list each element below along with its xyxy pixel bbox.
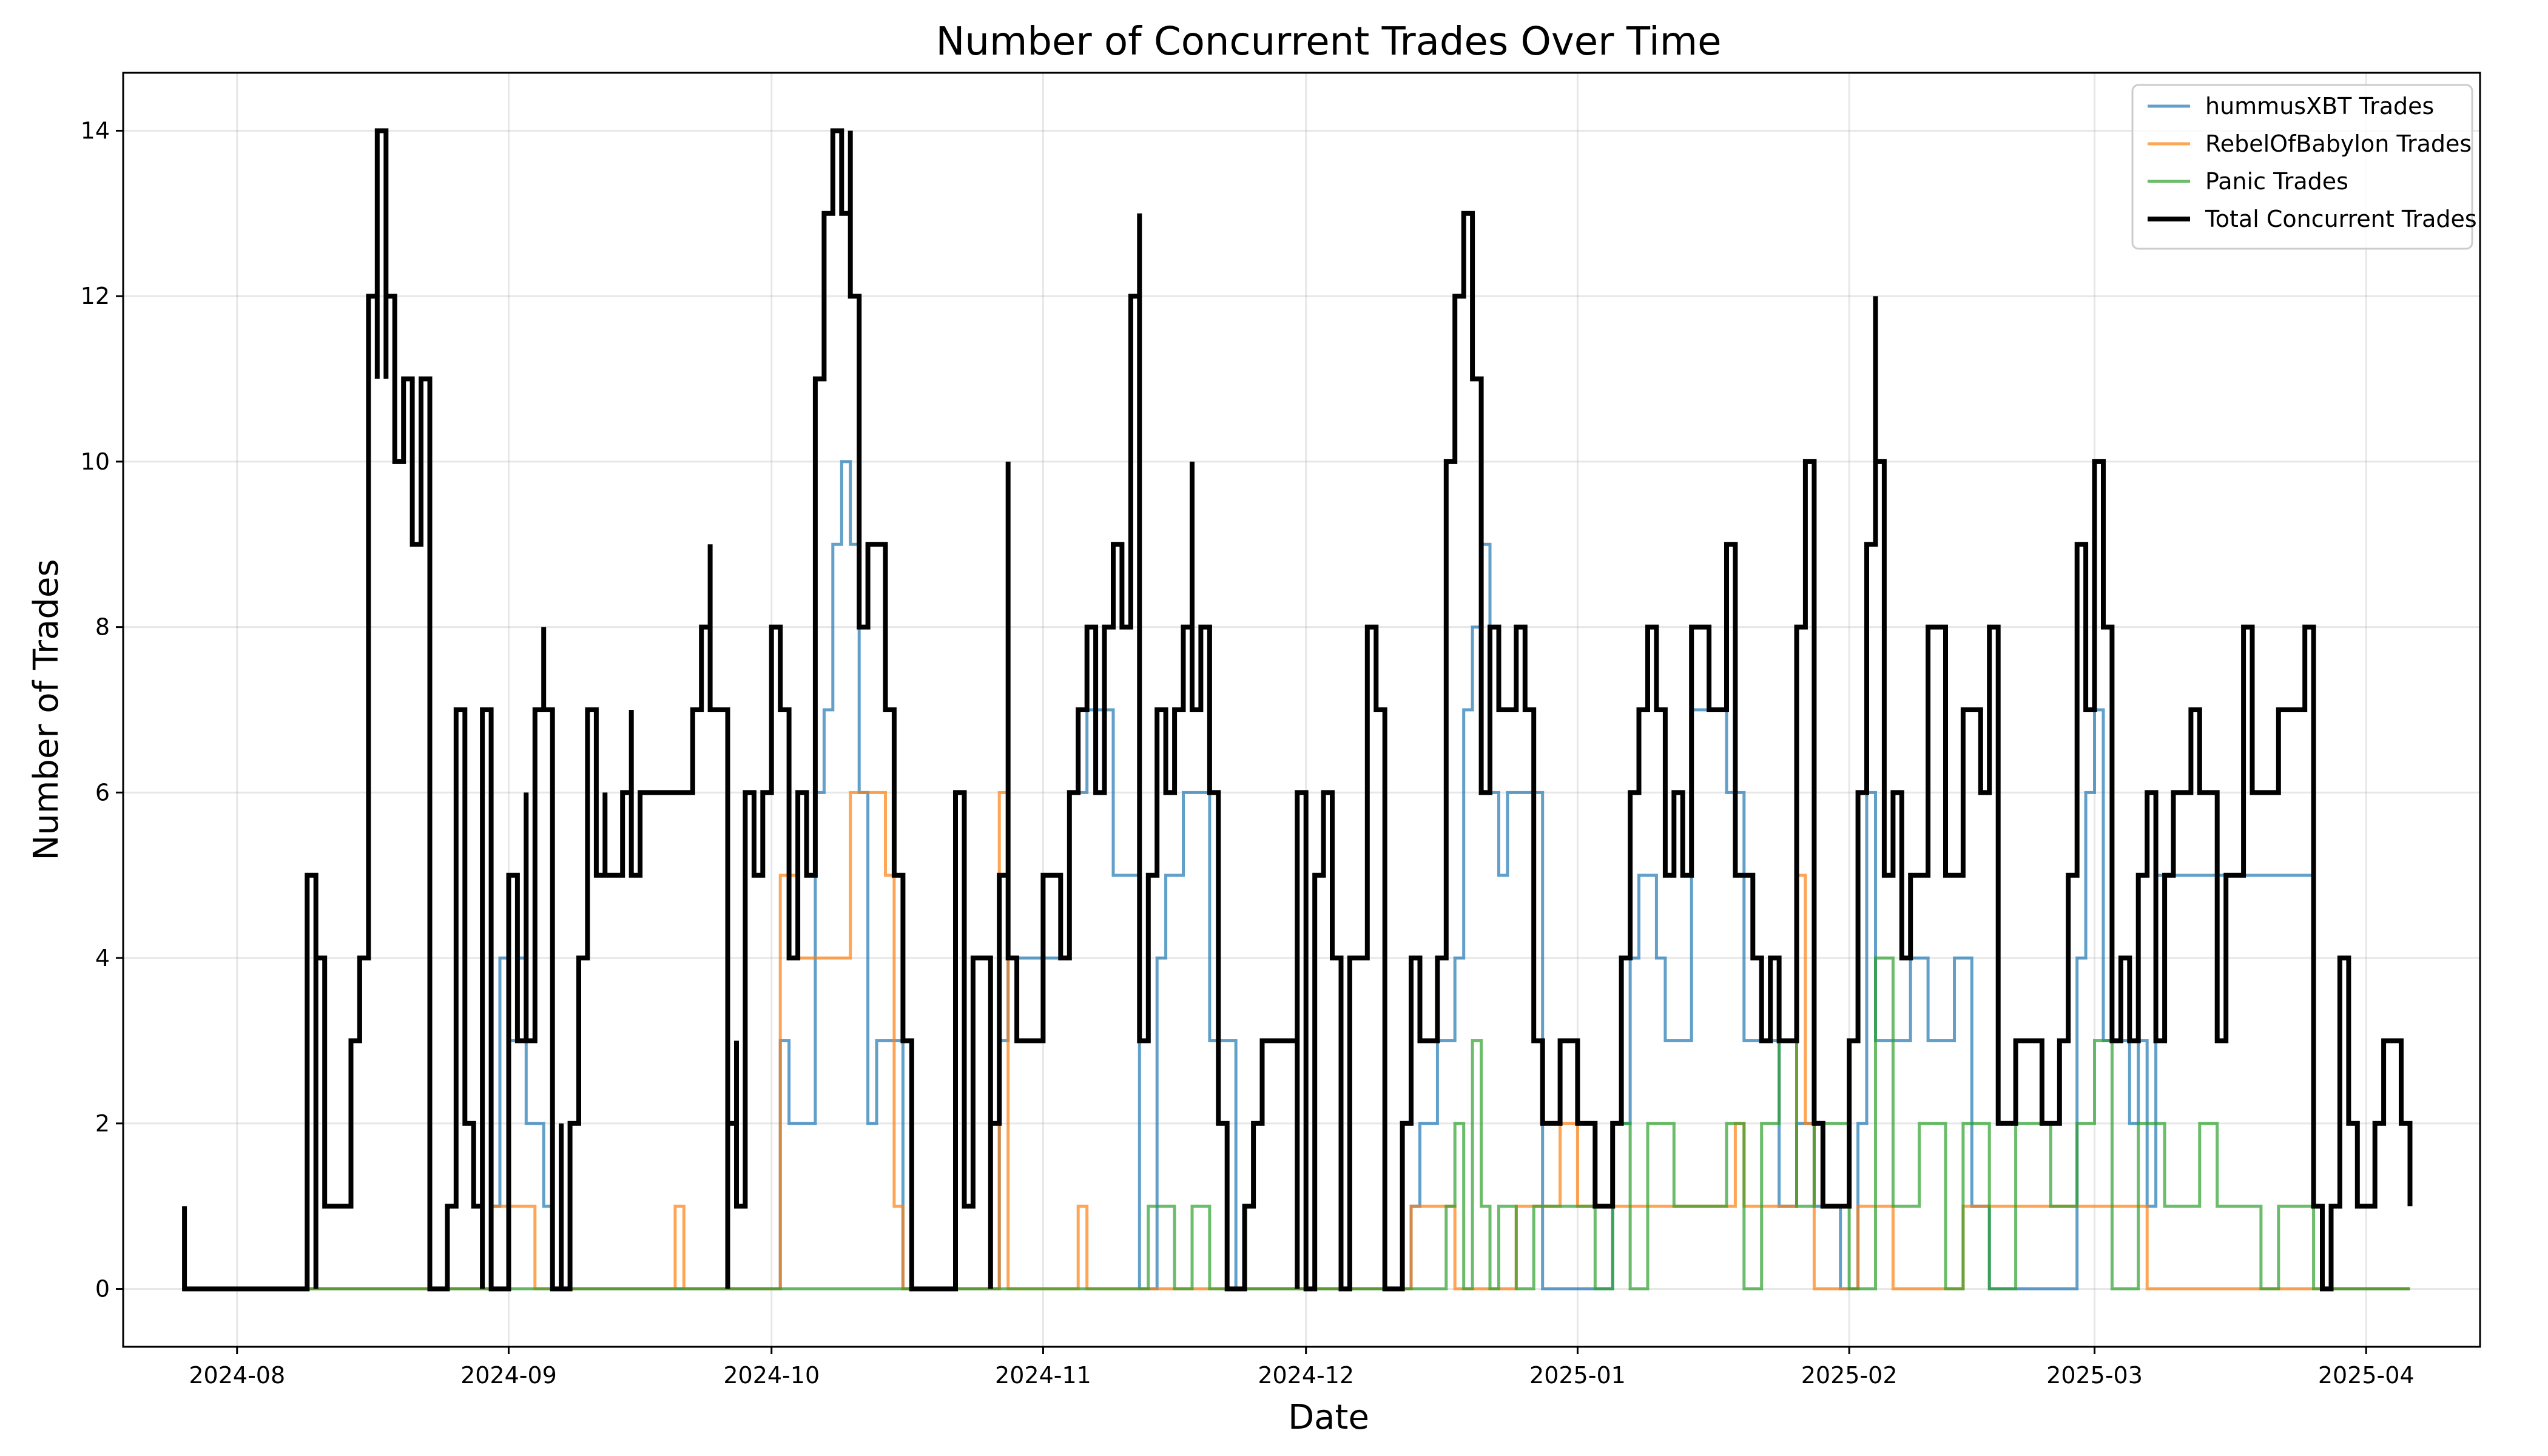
legend-box (2131, 84, 2473, 250)
legend-entry-3: Total Concurrent Trades (2205, 206, 2477, 232)
legend-entry-0: hummusXBT Trades (2205, 93, 2434, 120)
x-tick-label: 2024-08 (189, 1362, 285, 1389)
y-tick-label: 0 (95, 1276, 110, 1303)
y-axis: 0 2 4 6 8 10 12 14 (81, 117, 123, 1303)
y-tick-label: 14 (81, 117, 110, 144)
x-axis-label: Date (1288, 1398, 1369, 1437)
y-tick-label: 10 (81, 448, 110, 475)
y-tick-label: 12 (81, 283, 110, 309)
y-tick-label: 2 (95, 1110, 110, 1137)
chart-title: Number of Concurrent Trades Over Time (936, 19, 1722, 64)
plot-frame (122, 72, 2481, 1348)
series-line-2 (184, 956, 2410, 1290)
y-tick-label: 6 (95, 779, 110, 806)
x-tick-label: 2025-02 (1801, 1362, 1898, 1389)
y-tick-label: 4 (95, 945, 110, 971)
x-tick-label: 2025-01 (1529, 1362, 1626, 1389)
y-axis-label: Number of Trades (27, 559, 66, 860)
legend-entry-1: RebelOfBabylon Trades (2205, 130, 2472, 157)
x-tick-label: 2024-10 (723, 1362, 820, 1389)
x-tick-label: 2024-09 (460, 1362, 557, 1389)
x-tick-label: 2025-03 (2046, 1362, 2143, 1389)
series-layer (182, 128, 2413, 1292)
x-axis: 2024-08 2024-09 2024-10 2024-11 2024-12 2025-… (189, 1347, 2415, 1389)
y-tick-label: 8 (95, 614, 110, 641)
x-tick-label: 2024-12 (1258, 1362, 1354, 1389)
series-line-3 (182, 128, 2413, 1292)
legend: hummusXBT Trades RebelOfBabylon Trades Pan… (2131, 84, 2477, 250)
x-tick-label: 2025-04 (2318, 1362, 2415, 1389)
legend-entry-2: Panic Trades (2205, 168, 2348, 195)
x-tick-label: 2024-11 (995, 1362, 1091, 1389)
